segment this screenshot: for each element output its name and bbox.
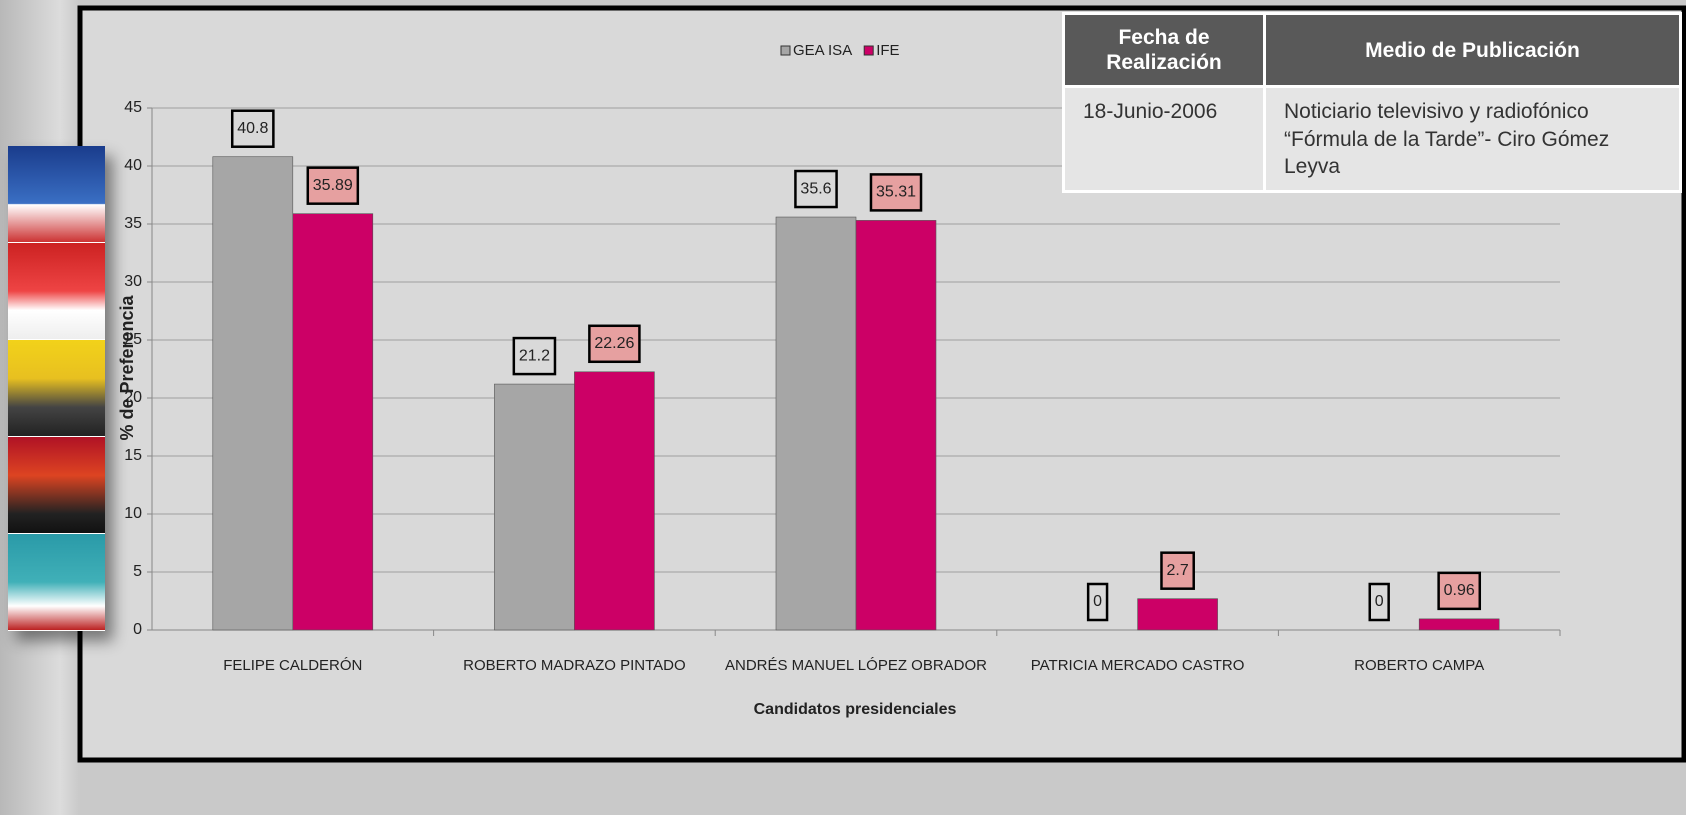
value-label-box	[512, 336, 557, 376]
bar	[574, 371, 655, 631]
bar	[212, 156, 294, 631]
x-tick-label: PATRICIA MERCADO CASTRO	[1031, 657, 1245, 674]
bar	[855, 220, 937, 631]
legend-swatch	[863, 45, 874, 56]
y-tick-label: 20	[124, 389, 142, 406]
bar	[1418, 618, 1500, 631]
table-cell: Noticiario televisivo y radiofónico “Fór…	[1263, 85, 1682, 194]
y-tick-label: 10	[124, 505, 142, 522]
y-tick-label: 30	[124, 273, 142, 290]
table-header: Medio de Publicación	[1263, 11, 1682, 89]
photo	[8, 146, 105, 243]
value-label: 35.89	[313, 177, 353, 194]
value-label-box	[794, 169, 838, 209]
candidate-photos	[8, 146, 105, 631]
legend-label: IFE	[876, 42, 899, 59]
value-label-box	[1086, 582, 1109, 622]
value-label-box	[1368, 582, 1390, 622]
legend-swatch	[780, 45, 791, 56]
bar	[494, 383, 575, 631]
table-header: Fecha de Realización	[1062, 11, 1266, 89]
y-tick-label: 15	[124, 447, 142, 464]
value-label: 21.2	[519, 347, 550, 364]
value-label-box	[230, 109, 275, 148]
value-label: 40.8	[237, 120, 268, 137]
photo	[8, 243, 105, 340]
y-tick-label: 35	[124, 215, 142, 232]
bar	[775, 216, 857, 631]
x-tick-label: ANDRÉS MANUEL LÓPEZ OBRADOR	[725, 657, 987, 674]
value-label: 35.31	[876, 184, 916, 201]
y-tick-label: 0	[133, 621, 142, 638]
value-label: 0	[1375, 593, 1384, 610]
y-tick-label: 40	[124, 157, 142, 174]
value-label: 35.6	[800, 180, 831, 197]
value-label: 0	[1093, 593, 1102, 610]
y-tick-label: 5	[133, 563, 142, 580]
legend-label: GEA ISA	[793, 42, 852, 59]
y-axis-title: % de Preferencia	[117, 294, 137, 440]
x-tick-label: ROBERTO MADRAZO PINTADO	[463, 657, 686, 674]
x-tick-label: FELIPE CALDERÓN	[223, 657, 362, 674]
photo	[8, 340, 105, 437]
y-tick-label: 45	[124, 99, 142, 116]
photo	[8, 437, 105, 534]
photo	[8, 534, 105, 631]
value-label: 0.96	[1444, 582, 1475, 599]
table-cell: 18-Junio-2006	[1062, 85, 1266, 194]
bar	[1137, 598, 1218, 631]
value-label-box	[306, 166, 360, 205]
value-label-box	[1437, 571, 1482, 611]
y-tick-label: 25	[124, 331, 142, 348]
bar	[292, 213, 374, 631]
value-label: 22.26	[594, 335, 634, 352]
value-label-box	[588, 324, 641, 364]
x-tick-label: ROBERTO CAMPA	[1354, 657, 1484, 674]
value-label-box	[869, 173, 923, 212]
value-label-box	[1160, 551, 1195, 590]
x-axis-title: Candidatos presidenciales	[754, 701, 957, 718]
value-label: 2.7	[1166, 562, 1188, 579]
info-table: Fecha de Realización Medio de Publicación…	[1062, 11, 1682, 194]
